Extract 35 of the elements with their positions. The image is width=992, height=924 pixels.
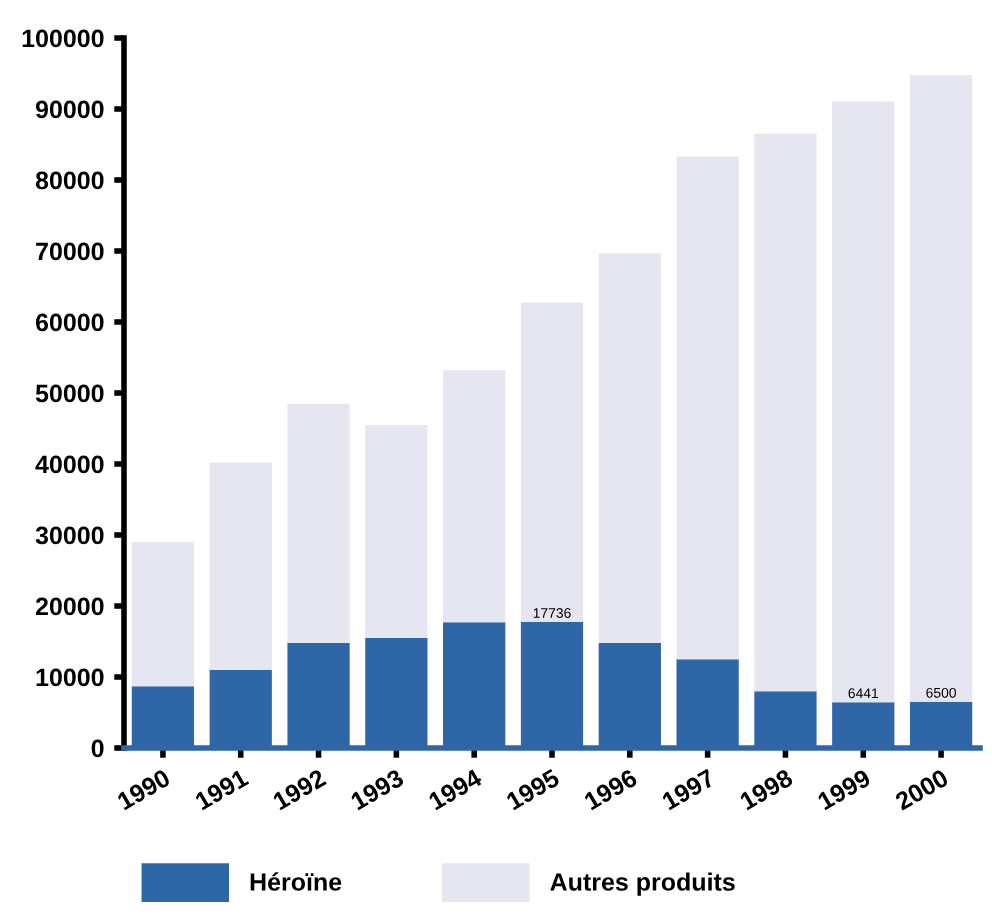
legend-label: Autres produits (550, 872, 735, 896)
bar (520, 302, 584, 623)
y-tick-label: 20000 (35, 597, 104, 616)
y-tick-label: 90000 (35, 100, 104, 119)
y-tick-label: 80000 (35, 171, 104, 190)
x-tick-label: 1997 (661, 768, 716, 811)
bar (676, 156, 739, 660)
x-tick-label: 1991 (194, 768, 250, 811)
bar (909, 74, 973, 702)
bar (287, 403, 350, 643)
y-tick-label: 30000 (35, 526, 104, 545)
y-tick-label: 0 (91, 739, 104, 758)
x-tick-label: 1994 (427, 768, 484, 811)
bar (832, 101, 895, 703)
x-tick-label: 2000 (894, 768, 950, 811)
bar (754, 133, 817, 692)
x-tick-label: 1990 (116, 768, 172, 811)
x-tick-label: 1993 (349, 768, 405, 811)
bar (209, 462, 272, 670)
bar (365, 424, 428, 638)
bar (443, 370, 506, 623)
bar (131, 542, 195, 687)
y-tick-label: 70000 (36, 242, 104, 261)
y-tick-label: 60000 (35, 313, 104, 332)
bar (598, 253, 661, 643)
y-tick-label: 10000 (36, 668, 104, 687)
x-tick-label: 1996 (583, 768, 639, 811)
x-tick-label: 1998 (738, 768, 794, 811)
y-tick-label: 50000 (35, 384, 104, 403)
x-tick-label: 1992 (272, 768, 327, 811)
x-tick-label: 1995 (505, 768, 561, 811)
legend-label: Héroïne (250, 872, 342, 891)
y-tick-label: 100000 (22, 29, 104, 48)
y-tick-label: 40000 (35, 455, 104, 474)
x-tick-label: 1999 (816, 768, 872, 811)
